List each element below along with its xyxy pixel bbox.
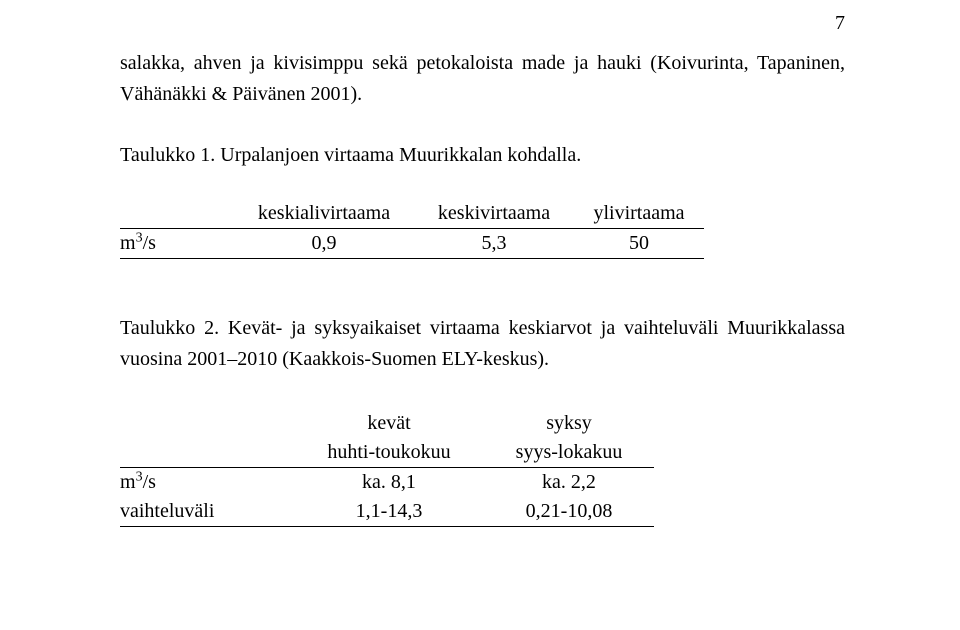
table1-header: keskivirtaama: [414, 199, 574, 229]
table2-row-label: m3/s: [120, 468, 294, 498]
table2-col-sub: syys-lokakuu: [484, 438, 654, 468]
body-paragraph: salakka, ahven ja kivisimppu sekä petoka…: [120, 48, 845, 110]
table2-cell: 0,21-10,08: [484, 497, 654, 527]
table2-col-sub: huhti-toukokuu: [294, 438, 484, 468]
table1-cell: 50: [574, 229, 704, 259]
table1-cell: 5,3: [414, 229, 574, 259]
table1-header: ylivirtaama: [574, 199, 704, 229]
table2: kevät syksy huhti-toukokuu syys-lokakuu …: [120, 409, 654, 527]
table2-col-top: syksy: [484, 409, 654, 438]
table1: keskialivirtaama keskivirtaama ylivirtaa…: [120, 199, 704, 259]
table2-row-label: vaihteluväli: [120, 497, 294, 527]
table2-cell: ka. 8,1: [294, 468, 484, 498]
page-number: 7: [835, 12, 845, 35]
table1-cell: 0,9: [234, 229, 414, 259]
table1-header: keskialivirtaama: [234, 199, 414, 229]
table1-row-label: m3/s: [120, 229, 234, 259]
table2-col-top: kevät: [294, 409, 484, 438]
table2-cell: 1,1-14,3: [294, 497, 484, 527]
table2-cell: ka. 2,2: [484, 468, 654, 498]
table1-caption: Taulukko 1. Urpalanjoen virtaama Muurikk…: [120, 144, 845, 167]
table2-caption: Taulukko 2. Kevät- ja syksyaikaiset virt…: [120, 313, 845, 375]
